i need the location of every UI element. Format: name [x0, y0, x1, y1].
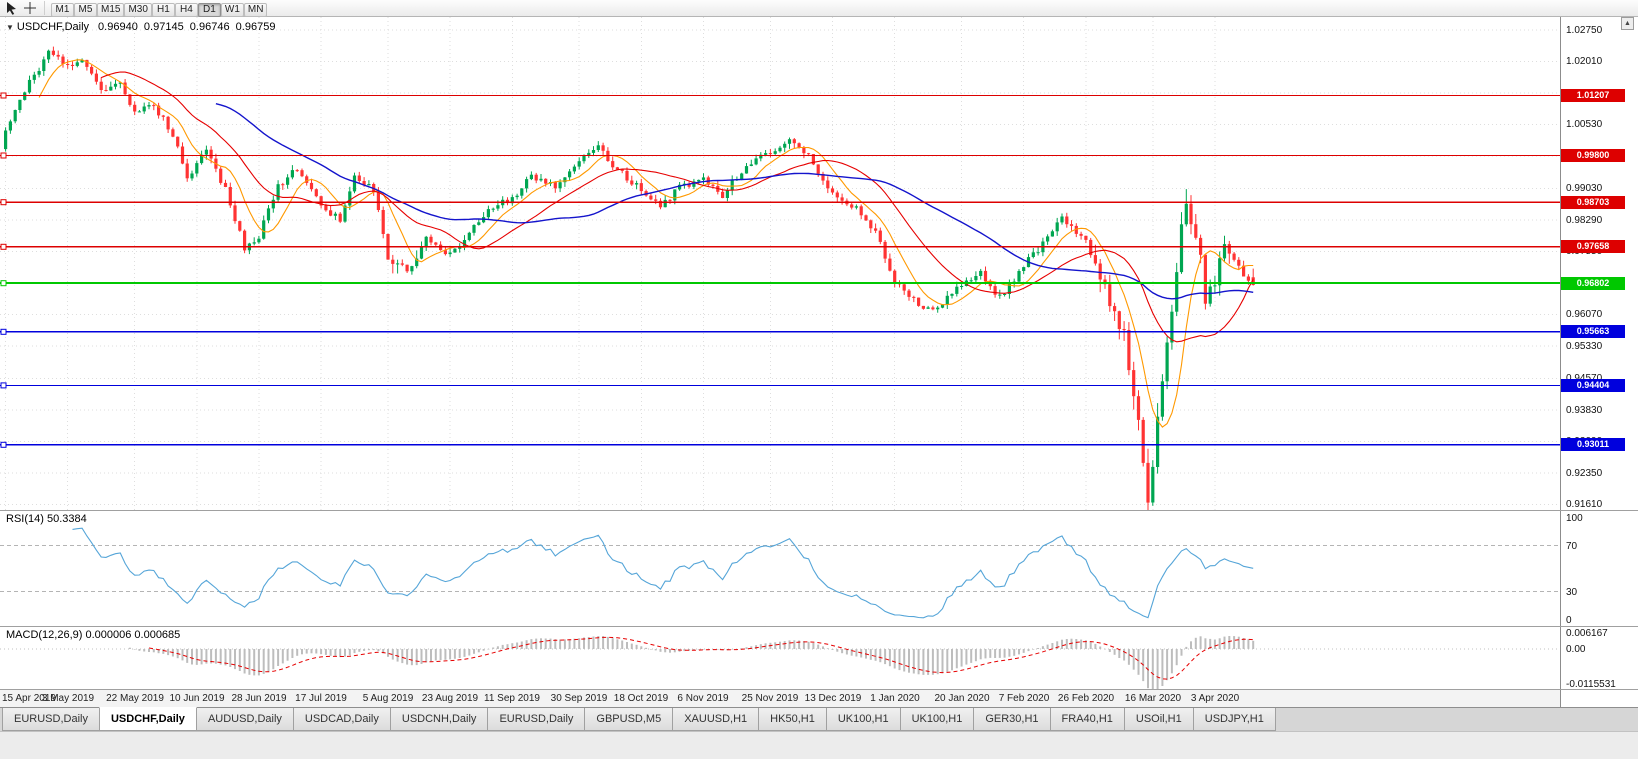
timeframe-button-d1[interactable]: D1: [197, 3, 221, 17]
date-label: 3 May 2019: [41, 693, 95, 704]
chart-tab-usdchf-daily[interactable]: USDCHF,Daily: [98, 707, 197, 731]
date-label: 3 Apr 2020: [1190, 693, 1240, 704]
chart-tabbar: EURUSD,Daily USDCHF,Daily AUDUSD,Daily USDC…: [0, 707, 1638, 731]
price-axis-tick: 0.93830: [1566, 405, 1603, 416]
chart-tab-usdcad-daily[interactable]: USDCAD,Daily: [292, 708, 391, 731]
price-axis-column: 1.027501.020101.012701.005300.997900.990…: [1560, 17, 1638, 707]
date-label: 28 Jun 2019: [231, 693, 287, 704]
status-bar: [0, 731, 1638, 759]
timeframe-button-mn[interactable]: MN: [243, 3, 268, 17]
price-axis-tick: 1.00530: [1566, 119, 1603, 130]
chart-tab-fra40-h1[interactable]: FRA40,H1: [1049, 708, 1125, 731]
price-axis-tick: 0.94570: [1566, 373, 1602, 384]
chart-tab-uk100-h1[interactable]: UK100,H1: [825, 708, 901, 731]
date-label: 11 Sep 2019: [484, 693, 540, 704]
rsi-axis-tick: 30: [1566, 587, 1578, 598]
cursor-icon[interactable]: [3, 1, 20, 15]
price-axis-tick: 0.99030: [1566, 183, 1603, 194]
price-plot[interactable]: [0, 17, 1560, 510]
macd-axis-tick: -0.0115531: [1566, 679, 1616, 690]
chart-tab-audusd-daily[interactable]: AUDUSD,Daily: [195, 708, 294, 731]
timeframe-button-h4[interactable]: H4: [174, 3, 198, 17]
macd-caption: MACD(12,26,9) 0.000006 0.000685: [6, 629, 181, 641]
price-tag-support: 0.95663: [1561, 325, 1625, 338]
date-label: 17 Jul 2019: [295, 693, 347, 704]
crosshair-icon[interactable]: [21, 1, 38, 15]
pane-separator: [0, 689, 1638, 690]
collapse-arrow-icon[interactable]: ▼: [6, 23, 14, 32]
timeframe-toolbar: M1 M5 M15 M30 H1 H4 D1 W1 MN: [0, 0, 1638, 17]
timeframe-button-m5[interactable]: M5: [74, 3, 97, 17]
chart-tab-uk100-h1[interactable]: UK100,H1: [899, 708, 975, 731]
price-tag-resistance: 0.99800: [1561, 149, 1625, 162]
rsi-caption: RSI(14) 50.3384: [6, 513, 87, 525]
price-axis-tick: 0.96070: [1566, 309, 1603, 320]
date-axis: 15 Apr 2019 3 May 2019 22 May 2019 10 Jun 2…: [0, 690, 1560, 707]
rsi-axis-tick: 70: [1566, 541, 1578, 552]
price-tag-current: 0.96802: [1561, 277, 1625, 290]
date-label: 15 Apr 2019: [2, 693, 56, 704]
price-axis-tick: 0.95330: [1566, 341, 1603, 352]
chart-tab-usoil-h1[interactable]: USOil,H1: [1123, 708, 1194, 731]
date-label: 1 Jan 2020: [870, 693, 920, 704]
chart-tab-eurusd-daily[interactable]: EURUSD,Daily: [2, 708, 100, 731]
timeframe-button-w1[interactable]: W1: [220, 3, 244, 17]
macd-axis-tick: 0.006167: [1566, 628, 1608, 639]
scroll-up-button[interactable]: ▲: [1621, 17, 1634, 30]
price-axis-tick: 1.02010: [1566, 56, 1603, 67]
price-tag-resistance: 0.97658: [1561, 240, 1625, 253]
chart-tab-xauusd-h1[interactable]: XAUUSD,H1: [672, 708, 760, 731]
timeframe-button-m30[interactable]: M30: [124, 3, 152, 17]
date-label: 30 Sep 2019: [550, 693, 608, 704]
pane-separator[interactable]: [0, 626, 1638, 627]
timeframe-button-m15[interactable]: M15: [97, 3, 125, 17]
date-label: 22 May 2019: [106, 693, 164, 704]
macd-plot[interactable]: [0, 627, 1560, 689]
date-label: 16 Mar 2020: [1124, 693, 1182, 704]
price-axis-tick: 0.92350: [1566, 468, 1603, 479]
price-tag-resistance: 0.98703: [1561, 196, 1625, 209]
date-label: 23 Aug 2019: [421, 693, 479, 704]
ohlc-values: 0.96940 0.97145 0.96746 0.96759: [98, 21, 276, 33]
rsi-axis-tick: 100: [1566, 513, 1583, 524]
price-axis-tick: 0.91610: [1566, 499, 1603, 510]
price-axis-tick: 0.98290: [1566, 215, 1603, 226]
macd-axis-tick: 0.00: [1566, 644, 1586, 655]
date-label: 18 Oct 2019: [613, 693, 669, 704]
date-label: 6 Nov 2019: [677, 693, 729, 704]
rsi-plot[interactable]: [0, 511, 1560, 626]
date-label: 10 Jun 2019: [169, 693, 225, 704]
price-tag-support: 0.93011: [1561, 438, 1625, 451]
date-label: 7 Feb 2020: [998, 693, 1050, 704]
date-label: 25 Nov 2019: [741, 693, 799, 704]
chart-symbol-caption: ▼ USDCHF,Daily 0.96940 0.97145 0.96746 0.9…: [6, 21, 275, 33]
symbol-label: USDCHF,Daily: [16, 21, 90, 33]
chart-tab-hk50-h1[interactable]: HK50,H1: [758, 708, 827, 731]
timeframe-button-m1[interactable]: M1: [51, 3, 74, 17]
date-label: 20 Jan 2020: [934, 693, 990, 704]
price-axis-tick: 1.02750: [1566, 25, 1603, 36]
price-tag-support: 0.94404: [1561, 379, 1625, 392]
date-label: 26 Feb 2020: [1057, 693, 1115, 704]
chart-tab-gbpusd-m5[interactable]: GBPUSD,M5: [584, 708, 674, 731]
timeframe-buttons: M1 M5 M15 M30 H1 H4 D1 W1 MN: [51, 0, 268, 17]
chart-tab-usdcnh-daily[interactable]: USDCNH,Daily: [389, 708, 489, 731]
rsi-axis-tick: 0: [1566, 615, 1572, 626]
chart-tab-eurusd-daily[interactable]: EURUSD,Daily: [487, 708, 586, 731]
chart-tab-ger30-h1[interactable]: GER30,H1: [973, 708, 1051, 731]
timeframe-button-h1[interactable]: H1: [151, 3, 175, 17]
chart-tab-usdjpy-h1[interactable]: USDJPY,H1: [1192, 708, 1276, 731]
date-label: 13 Dec 2019: [804, 693, 862, 704]
pane-separator[interactable]: [0, 510, 1638, 511]
price-tag-resistance: 1.01207: [1561, 89, 1625, 102]
date-label: 5 Aug 2019: [362, 693, 414, 704]
chart-area: ▼ USDCHF,Daily 0.96940 0.97145 0.96746 0.9…: [0, 17, 1638, 707]
toolbar-separator: [39, 1, 45, 15]
